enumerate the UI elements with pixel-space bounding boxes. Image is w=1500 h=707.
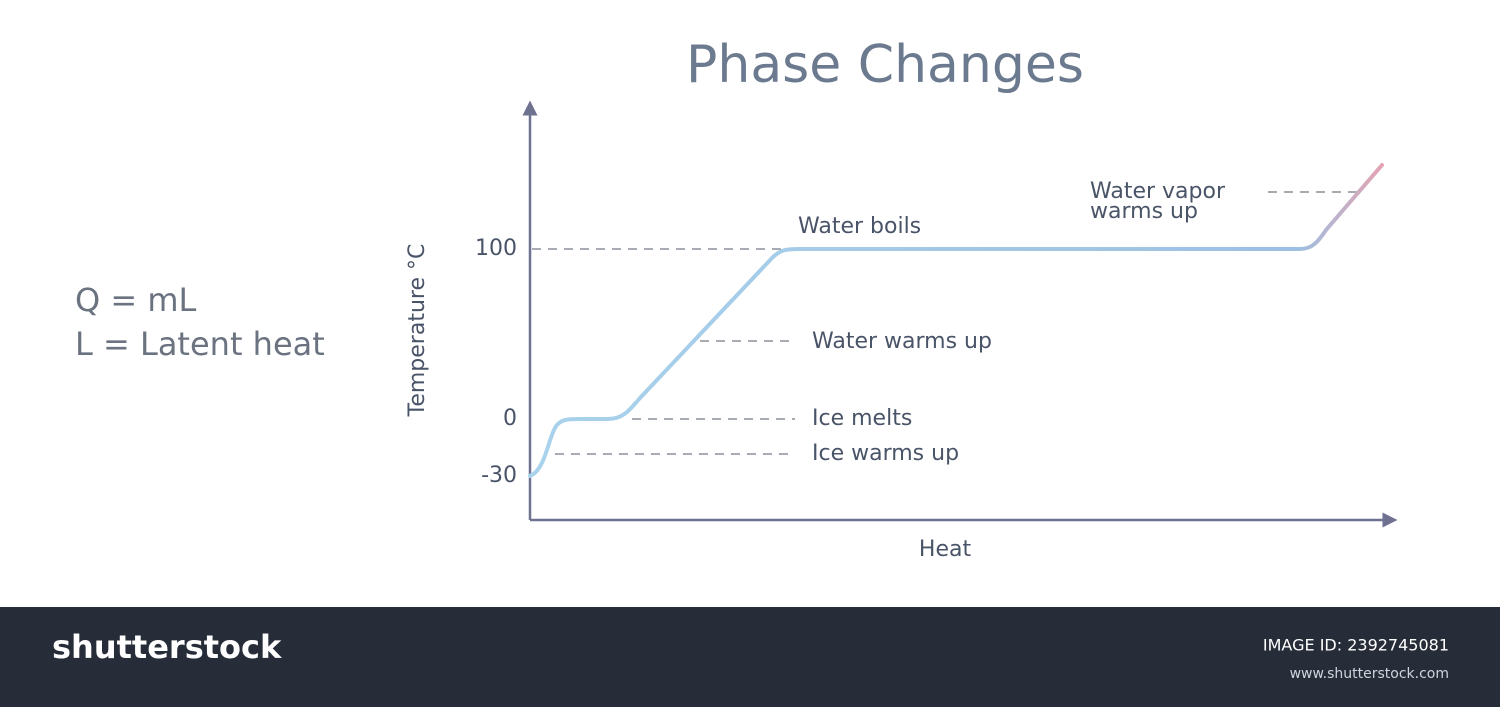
annotation: Water warms up: [812, 329, 992, 354]
annotation: Water vapor: [1090, 179, 1226, 204]
heating-curve: [528, 163, 1384, 478]
y-tick-label: 0: [503, 406, 517, 431]
y-tick-label: -30: [481, 463, 517, 488]
annotation: warms up: [1090, 199, 1198, 224]
image-id: IMAGE ID: 2392745081: [1263, 636, 1449, 655]
brand-logo: shutterstock: [52, 628, 282, 666]
annotation: Ice melts: [812, 406, 912, 431]
formula-line: Q = mL: [75, 281, 197, 319]
site-url: www.shutterstock.com: [1290, 666, 1449, 682]
title: Phase Changes: [686, 35, 1084, 95]
annotation: Water boils: [798, 214, 921, 239]
footer-bar: [0, 607, 1500, 707]
y-axis-label: Temperature °C: [405, 244, 430, 418]
annotation: Ice warms up: [812, 441, 959, 466]
x-axis-label: Heat: [919, 537, 972, 562]
y-tick-label: 100: [475, 236, 517, 261]
formula-line: L = Latent heat: [75, 325, 325, 363]
